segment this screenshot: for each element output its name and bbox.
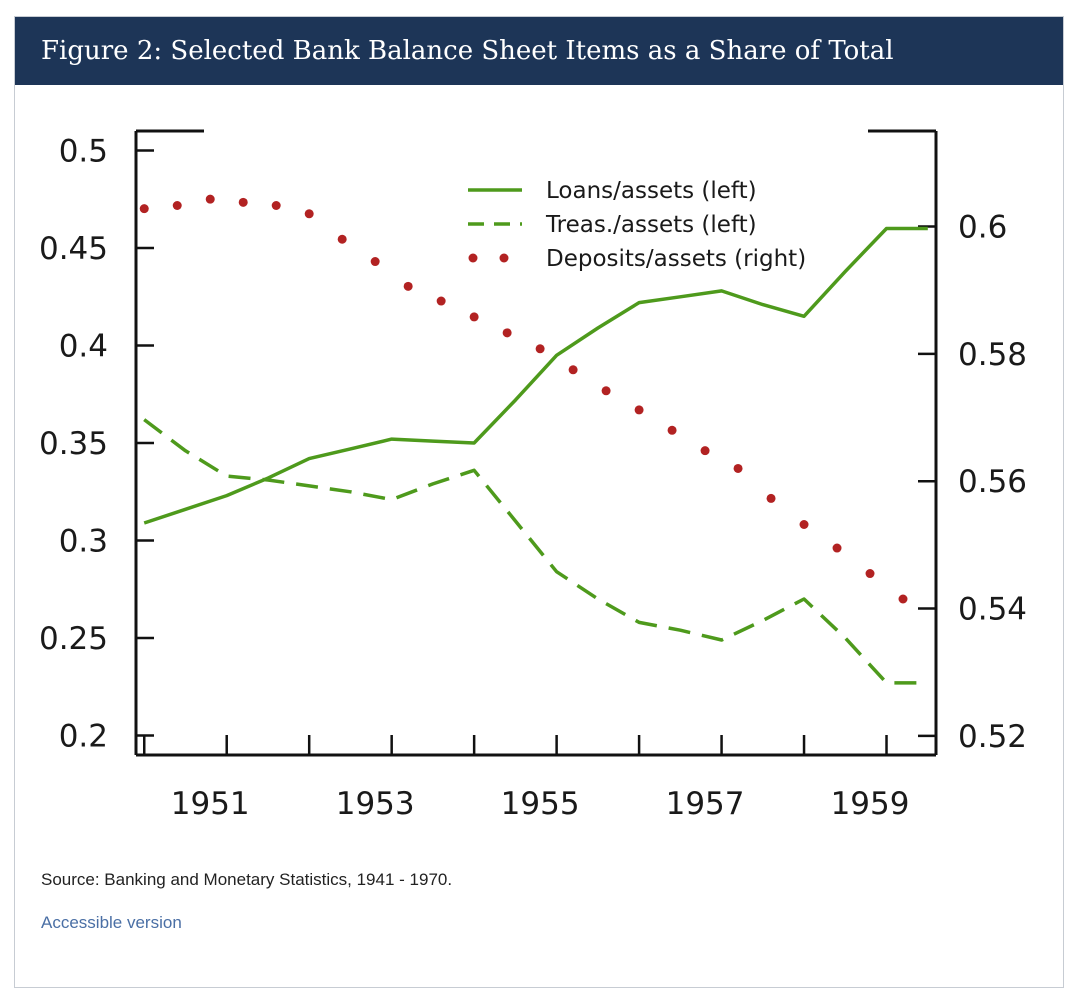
deposits-point [799,520,809,530]
legend-label: Deposits/assets (right) [546,246,806,272]
y-tick-label-left: 0.2 [59,719,108,755]
chart-series-layer [139,194,928,685]
deposits-point [766,493,776,503]
series-treas-assets-line [143,418,928,685]
y-tick-label-left: 0.4 [59,329,108,365]
chart: 0.5 0.45 0.4 0.35 0.3 0.25 0.2 0.6 0.58 0.56 0.54 0… [39,129,1027,822]
accessible-version-link[interactable]: Accessible version [41,913,182,932]
deposits-point [205,194,215,204]
deposits-point [634,405,644,415]
chart-legend: Loans/assets (left) Treas./assets (left) D… [468,178,806,272]
figure-title: Figure 2: Selected Bank Balance Sheet It… [15,17,1063,85]
y-tick-label-left: 0.25 [39,621,108,657]
deposits-point [535,344,545,354]
deposits-point [667,425,677,435]
deposits-point [832,543,842,553]
y-tick-label-right: 0.56 [958,464,1027,500]
deposits-point [337,234,347,244]
y-tick-label-left: 0.3 [59,524,108,560]
figure-container: Figure 2: Selected Bank Balance Sheet It… [14,16,1064,988]
deposits-point [898,594,908,604]
x-tick-label: 1955 [501,786,580,822]
y-tick-label-left: 0.45 [39,231,108,267]
x-tick-label: 1953 [336,786,415,822]
deposits-point [403,281,413,291]
legend-swatch-deposits-dot [468,253,478,263]
deposits-point [568,365,578,375]
deposits-point [733,463,743,473]
deposits-point [601,386,611,396]
legend-label: Treas./assets (left) [545,212,757,238]
deposits-point [238,197,248,207]
deposits-point [271,200,281,210]
legend-swatch-deposits-dot [499,253,509,263]
deposits-point [304,209,314,219]
deposits-point [436,296,446,306]
y-tick-label-left: 0.35 [39,426,108,462]
deposits-point [139,204,149,214]
y-tick-label-left: 0.5 [59,134,108,170]
y-tick-label-right: 0.6 [958,210,1007,246]
y-tick-label-right: 0.58 [958,337,1027,373]
series-deposits-assets [139,194,908,604]
y-tick-label-right: 0.54 [958,592,1027,628]
x-tick-label: 1951 [171,786,250,822]
source-note: Source: Banking and Monetary Statistics,… [41,870,453,889]
deposits-point [469,312,479,322]
deposits-point [370,257,380,267]
chart-axes: 0.5 0.45 0.4 0.35 0.3 0.25 0.2 0.6 0.58 0.56 0.54 0… [39,129,1027,822]
series-loans-assets-line [143,226,928,525]
y-tick-label-right: 0.52 [958,719,1027,755]
deposits-point [865,569,875,579]
legend-label: Loans/assets (left) [546,178,757,204]
deposits-point [700,446,710,456]
x-tick-label: 1957 [666,786,745,822]
deposits-point [172,200,182,210]
deposits-point [502,328,512,338]
x-tick-label: 1959 [831,786,910,822]
